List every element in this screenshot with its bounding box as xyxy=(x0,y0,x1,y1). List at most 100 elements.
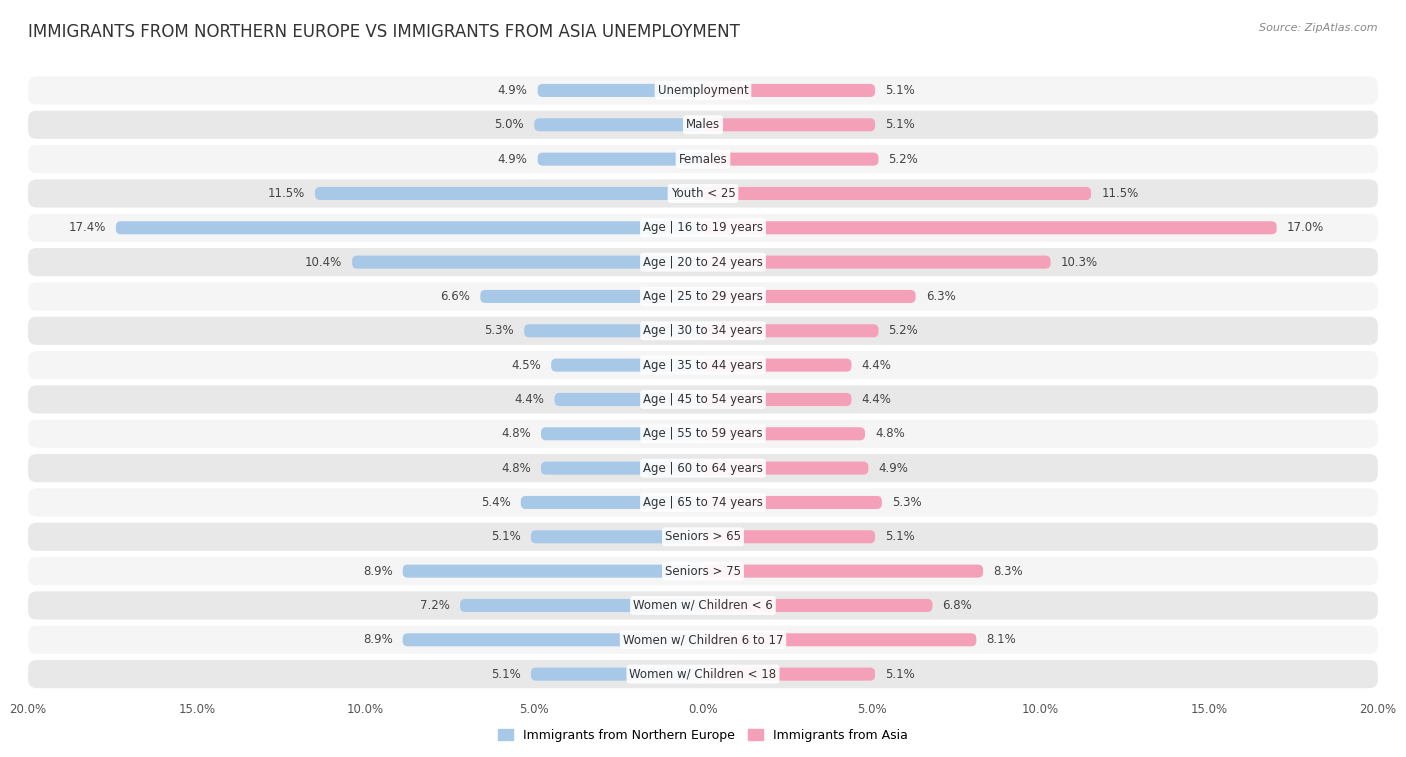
Text: 4.8%: 4.8% xyxy=(875,427,905,441)
FancyBboxPatch shape xyxy=(703,530,875,544)
FancyBboxPatch shape xyxy=(315,187,703,200)
FancyBboxPatch shape xyxy=(28,145,1378,173)
Text: 5.1%: 5.1% xyxy=(886,668,915,681)
Text: Age | 55 to 59 years: Age | 55 to 59 years xyxy=(643,427,763,441)
Text: 5.1%: 5.1% xyxy=(886,531,915,544)
FancyBboxPatch shape xyxy=(703,290,915,303)
Text: 4.9%: 4.9% xyxy=(498,153,527,166)
FancyBboxPatch shape xyxy=(28,179,1378,207)
Text: 6.6%: 6.6% xyxy=(440,290,470,303)
Text: 5.2%: 5.2% xyxy=(889,324,918,338)
Text: 4.8%: 4.8% xyxy=(501,427,531,441)
Text: 8.1%: 8.1% xyxy=(987,634,1017,646)
FancyBboxPatch shape xyxy=(28,213,1378,241)
FancyBboxPatch shape xyxy=(115,221,703,235)
FancyBboxPatch shape xyxy=(551,359,703,372)
FancyBboxPatch shape xyxy=(703,565,983,578)
Text: 8.3%: 8.3% xyxy=(993,565,1022,578)
FancyBboxPatch shape xyxy=(703,393,852,406)
Text: 11.5%: 11.5% xyxy=(267,187,305,200)
Text: 7.2%: 7.2% xyxy=(420,599,450,612)
FancyBboxPatch shape xyxy=(703,599,932,612)
FancyBboxPatch shape xyxy=(531,530,703,544)
FancyBboxPatch shape xyxy=(352,256,703,269)
FancyBboxPatch shape xyxy=(402,634,703,646)
FancyBboxPatch shape xyxy=(703,221,1277,235)
Text: IMMIGRANTS FROM NORTHERN EUROPE VS IMMIGRANTS FROM ASIA UNEMPLOYMENT: IMMIGRANTS FROM NORTHERN EUROPE VS IMMIG… xyxy=(28,23,740,41)
Text: 17.4%: 17.4% xyxy=(69,221,105,234)
Text: 5.1%: 5.1% xyxy=(886,84,915,97)
FancyBboxPatch shape xyxy=(402,565,703,578)
FancyBboxPatch shape xyxy=(520,496,703,509)
Text: 11.5%: 11.5% xyxy=(1101,187,1139,200)
Text: 10.3%: 10.3% xyxy=(1060,256,1098,269)
FancyBboxPatch shape xyxy=(28,523,1378,551)
FancyBboxPatch shape xyxy=(28,591,1378,619)
Text: 10.4%: 10.4% xyxy=(305,256,342,269)
Text: Age | 25 to 29 years: Age | 25 to 29 years xyxy=(643,290,763,303)
FancyBboxPatch shape xyxy=(541,427,703,441)
Text: 8.9%: 8.9% xyxy=(363,565,392,578)
FancyBboxPatch shape xyxy=(703,187,1091,200)
Text: Women w/ Children < 6: Women w/ Children < 6 xyxy=(633,599,773,612)
Text: Females: Females xyxy=(679,153,727,166)
FancyBboxPatch shape xyxy=(537,84,703,97)
FancyBboxPatch shape xyxy=(28,488,1378,516)
Text: Unemployment: Unemployment xyxy=(658,84,748,97)
Text: 4.4%: 4.4% xyxy=(862,393,891,406)
FancyBboxPatch shape xyxy=(703,84,875,97)
Text: 6.3%: 6.3% xyxy=(925,290,956,303)
Text: 4.8%: 4.8% xyxy=(501,462,531,475)
Text: Age | 20 to 24 years: Age | 20 to 24 years xyxy=(643,256,763,269)
FancyBboxPatch shape xyxy=(703,427,865,441)
FancyBboxPatch shape xyxy=(703,324,879,338)
Text: 4.5%: 4.5% xyxy=(512,359,541,372)
FancyBboxPatch shape xyxy=(703,153,879,166)
Text: Seniors > 65: Seniors > 65 xyxy=(665,531,741,544)
FancyBboxPatch shape xyxy=(28,419,1378,448)
FancyBboxPatch shape xyxy=(28,282,1378,310)
FancyBboxPatch shape xyxy=(28,385,1378,413)
FancyBboxPatch shape xyxy=(28,454,1378,482)
Text: 4.4%: 4.4% xyxy=(515,393,544,406)
FancyBboxPatch shape xyxy=(28,248,1378,276)
Text: Age | 65 to 74 years: Age | 65 to 74 years xyxy=(643,496,763,509)
Text: Age | 16 to 19 years: Age | 16 to 19 years xyxy=(643,221,763,234)
Text: Age | 30 to 34 years: Age | 30 to 34 years xyxy=(643,324,763,338)
Text: Women w/ Children 6 to 17: Women w/ Children 6 to 17 xyxy=(623,634,783,646)
FancyBboxPatch shape xyxy=(703,668,875,681)
FancyBboxPatch shape xyxy=(703,496,882,509)
Text: Women w/ Children < 18: Women w/ Children < 18 xyxy=(630,668,776,681)
Text: 4.9%: 4.9% xyxy=(498,84,527,97)
FancyBboxPatch shape xyxy=(537,153,703,166)
Text: Source: ZipAtlas.com: Source: ZipAtlas.com xyxy=(1260,23,1378,33)
FancyBboxPatch shape xyxy=(28,111,1378,139)
Text: 6.8%: 6.8% xyxy=(942,599,973,612)
FancyBboxPatch shape xyxy=(703,634,976,646)
Text: 5.1%: 5.1% xyxy=(886,118,915,131)
Text: Age | 45 to 54 years: Age | 45 to 54 years xyxy=(643,393,763,406)
FancyBboxPatch shape xyxy=(28,76,1378,104)
FancyBboxPatch shape xyxy=(28,557,1378,585)
FancyBboxPatch shape xyxy=(481,290,703,303)
FancyBboxPatch shape xyxy=(531,668,703,681)
Text: Males: Males xyxy=(686,118,720,131)
Text: 5.0%: 5.0% xyxy=(495,118,524,131)
FancyBboxPatch shape xyxy=(703,462,869,475)
FancyBboxPatch shape xyxy=(703,359,852,372)
FancyBboxPatch shape xyxy=(28,626,1378,654)
Text: 17.0%: 17.0% xyxy=(1286,221,1324,234)
FancyBboxPatch shape xyxy=(554,393,703,406)
Text: 4.9%: 4.9% xyxy=(879,462,908,475)
Text: 8.9%: 8.9% xyxy=(363,634,392,646)
Text: 5.3%: 5.3% xyxy=(891,496,921,509)
FancyBboxPatch shape xyxy=(703,256,1050,269)
FancyBboxPatch shape xyxy=(534,118,703,131)
Text: Youth < 25: Youth < 25 xyxy=(671,187,735,200)
Text: 5.2%: 5.2% xyxy=(889,153,918,166)
FancyBboxPatch shape xyxy=(524,324,703,338)
FancyBboxPatch shape xyxy=(28,351,1378,379)
FancyBboxPatch shape xyxy=(703,118,875,131)
Text: Age | 60 to 64 years: Age | 60 to 64 years xyxy=(643,462,763,475)
Text: 5.1%: 5.1% xyxy=(491,668,520,681)
